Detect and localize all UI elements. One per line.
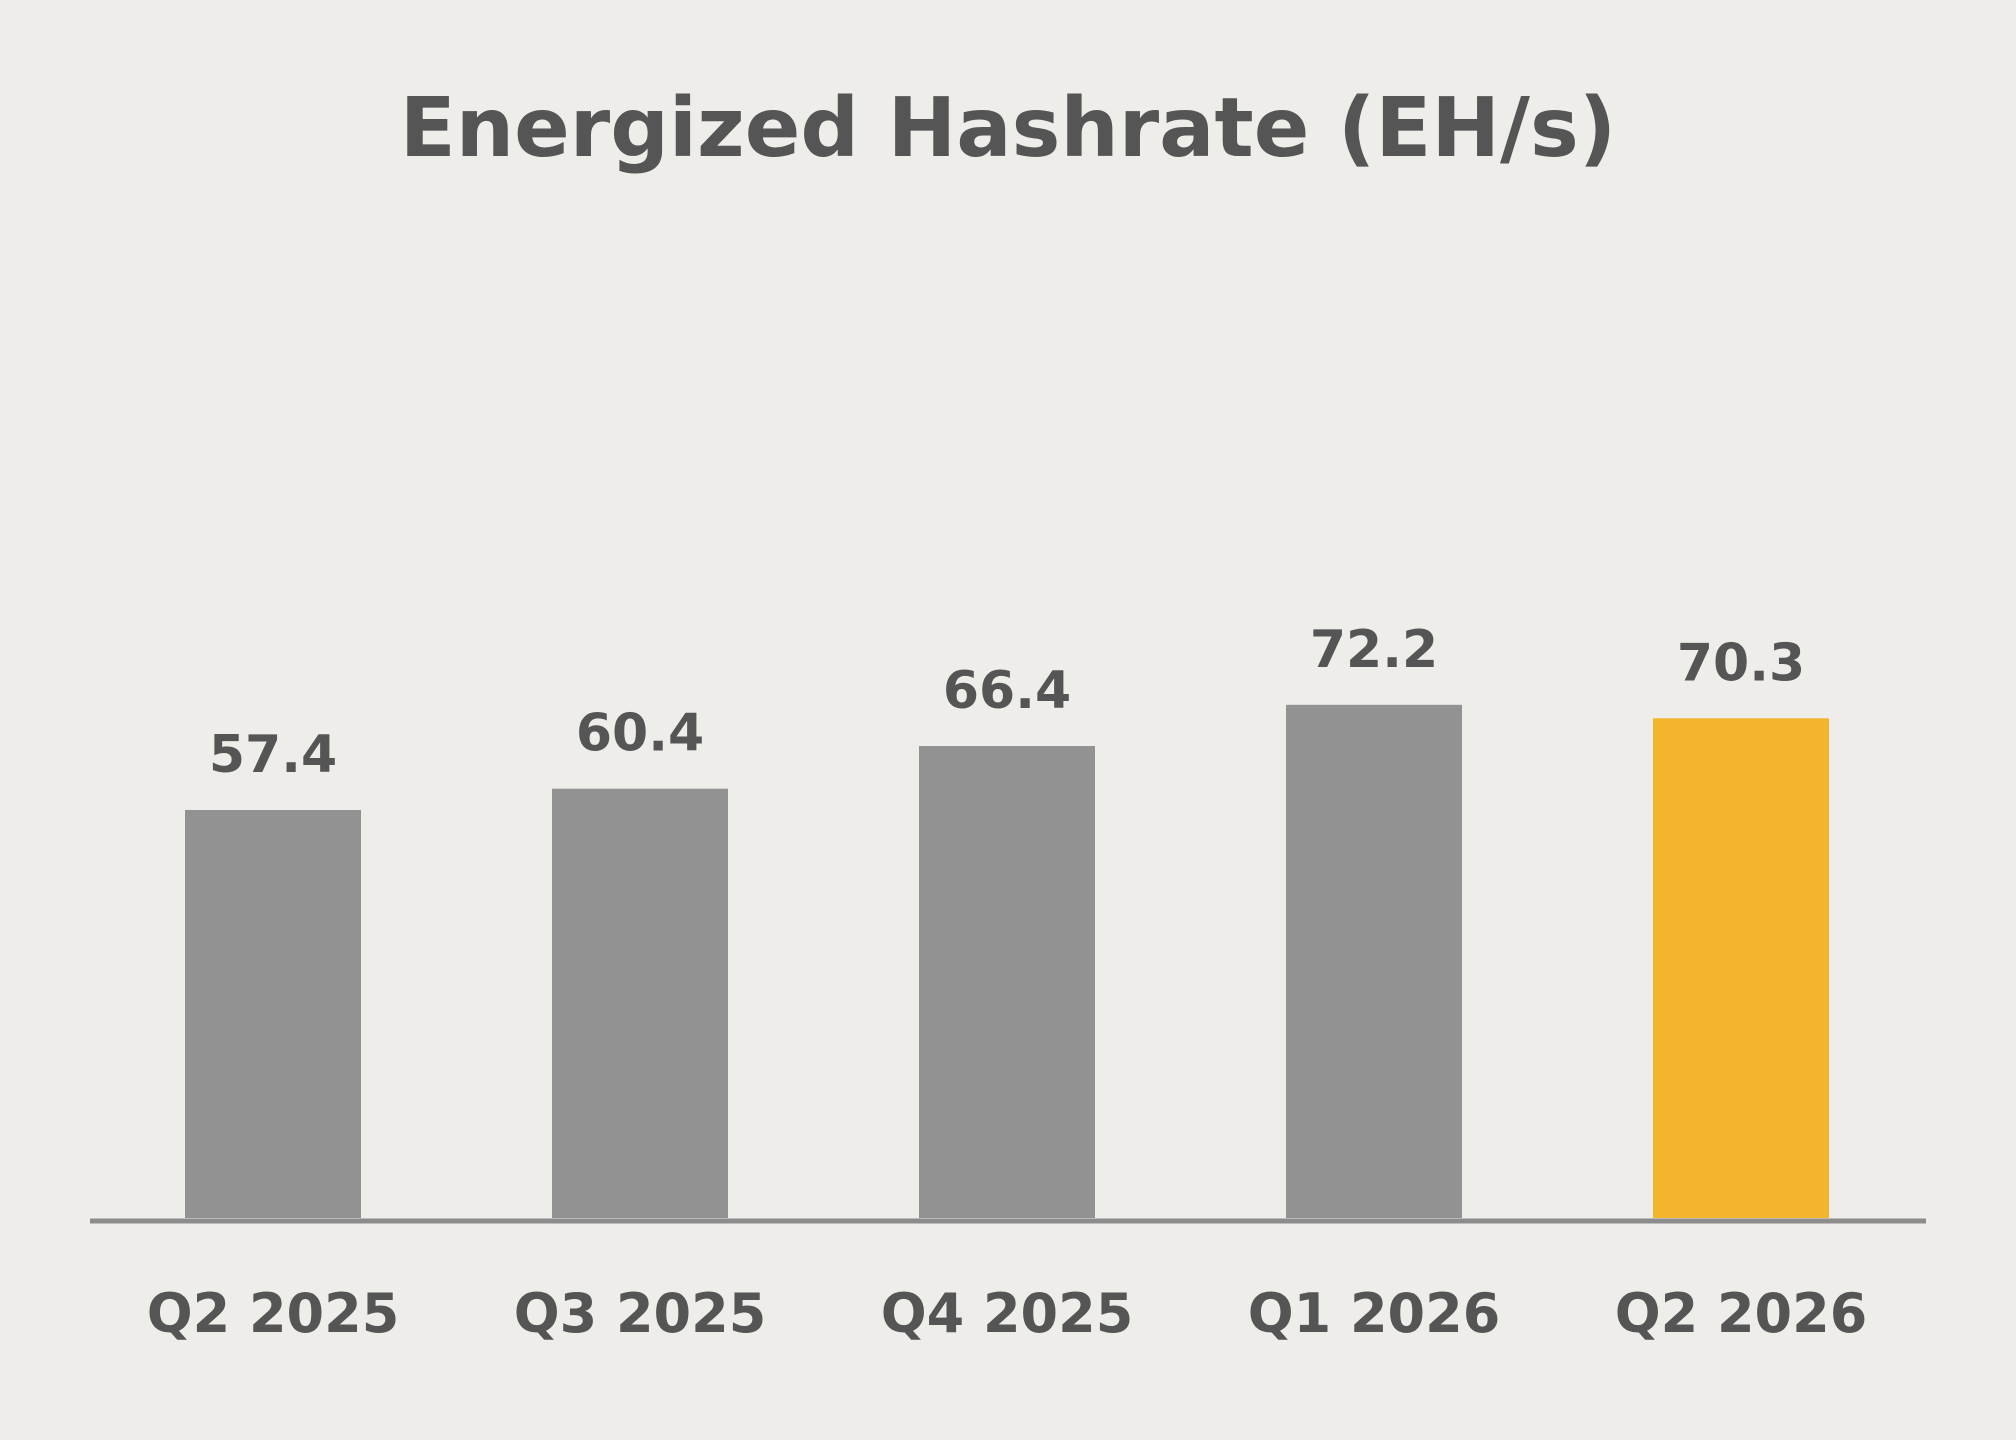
value-label: 66.4 <box>943 661 1071 721</box>
value-label: 72.2 <box>1310 620 1438 680</box>
bar-q1-2026 <box>1286 704 1462 1218</box>
category-label: Q4 2025 <box>881 1282 1134 1345</box>
bars-group <box>185 704 1829 1218</box>
bar-q4-2025 <box>919 746 1095 1218</box>
bar-q2-2026 <box>1653 718 1829 1218</box>
value-label: 57.4 <box>209 725 337 785</box>
bar-q2-2025 <box>185 810 361 1218</box>
category-label: Q2 2025 <box>147 1282 400 1345</box>
category-label: Q1 2026 <box>1248 1282 1501 1345</box>
chart-title: Energized Hashrate (EH/s) <box>400 81 1616 176</box>
value-label: 60.4 <box>576 704 704 764</box>
value-labels-group: 57.4 60.4 66.4 72.2 70.3 <box>209 620 1805 785</box>
value-label: 70.3 <box>1677 633 1805 693</box>
category-labels-group: Q2 2025 Q3 2025 Q4 2025 Q1 2026 Q2 2026 <box>147 1282 1868 1345</box>
bar-q3-2025 <box>552 788 728 1218</box>
category-label: Q3 2025 <box>514 1282 767 1345</box>
category-label: Q2 2026 <box>1615 1282 1868 1345</box>
